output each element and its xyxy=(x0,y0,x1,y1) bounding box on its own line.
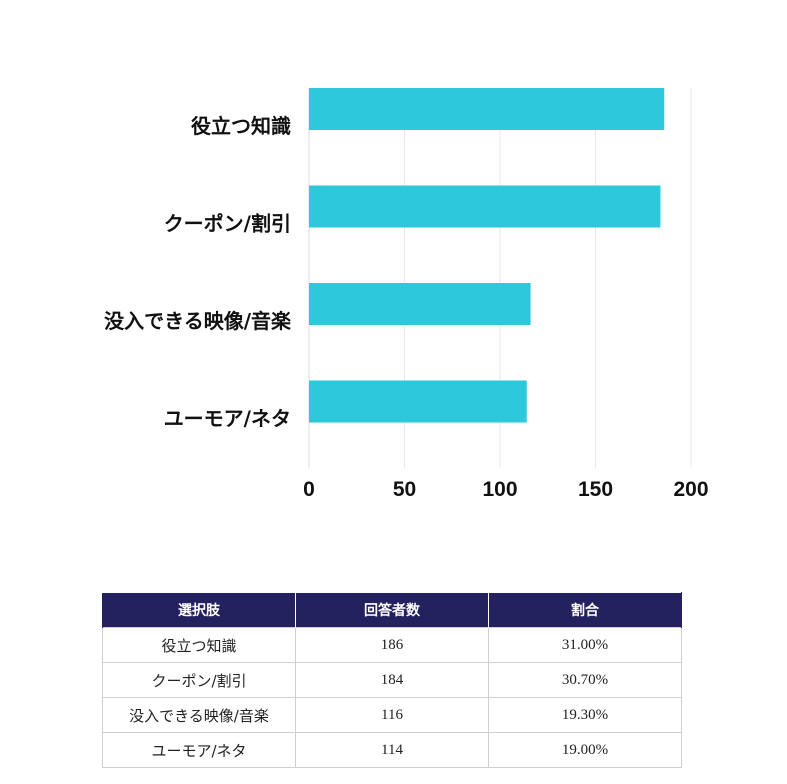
x-tick-label: 150 xyxy=(578,478,613,501)
category-label: ユーモア/ネタ xyxy=(164,407,291,431)
chart-x-tick-labels: 0 50 100 150 200 xyxy=(303,478,708,501)
x-tick-label: 100 xyxy=(482,478,517,501)
table-row: 役立つ知識 186 31.00% xyxy=(102,627,682,663)
row-count: 186 xyxy=(295,627,489,663)
row-count: 184 xyxy=(295,662,489,698)
row-choice: クーポン/割引 xyxy=(102,662,296,698)
table-row: クーポン/割引 184 30.70% xyxy=(102,662,682,698)
table-header-row: 選択肢 回答者数 割合 xyxy=(102,592,682,628)
chart-bars xyxy=(309,88,665,423)
row-ratio: 30.70% xyxy=(488,662,682,698)
row-choice: 没入できる映像/音楽 xyxy=(102,697,296,733)
category-label: 没入できる映像/音楽 xyxy=(104,309,292,333)
row-count: 116 xyxy=(295,697,489,733)
category-label: クーポン/割引 xyxy=(164,212,291,236)
x-tick-label: 0 xyxy=(303,478,315,501)
x-tick-label: 50 xyxy=(393,478,416,501)
results-table: 選択肢 回答者数 割合 役立つ知識 186 31.00% クーポン/割引 184… xyxy=(102,592,682,768)
row-ratio: 31.00% xyxy=(488,627,682,663)
bar xyxy=(309,185,661,228)
x-tick-label: 200 xyxy=(673,478,708,501)
bar xyxy=(309,283,531,325)
bar xyxy=(309,380,527,423)
bar xyxy=(309,88,665,130)
header-choice: 選択肢 xyxy=(102,592,296,628)
table-row: ユーモア/ネタ 114 19.00% xyxy=(102,732,682,768)
table-row: 没入できる映像/音楽 116 19.30% xyxy=(102,697,682,733)
row-choice: 役立つ知識 xyxy=(102,627,296,663)
row-count: 114 xyxy=(295,732,489,768)
row-ratio: 19.00% xyxy=(488,732,682,768)
header-ratio: 割合 xyxy=(488,592,682,628)
row-ratio: 19.30% xyxy=(488,697,682,733)
row-choice: ユーモア/ネタ xyxy=(102,732,296,768)
category-label: 役立つ知識 xyxy=(191,114,291,138)
header-count: 回答者数 xyxy=(295,592,489,628)
